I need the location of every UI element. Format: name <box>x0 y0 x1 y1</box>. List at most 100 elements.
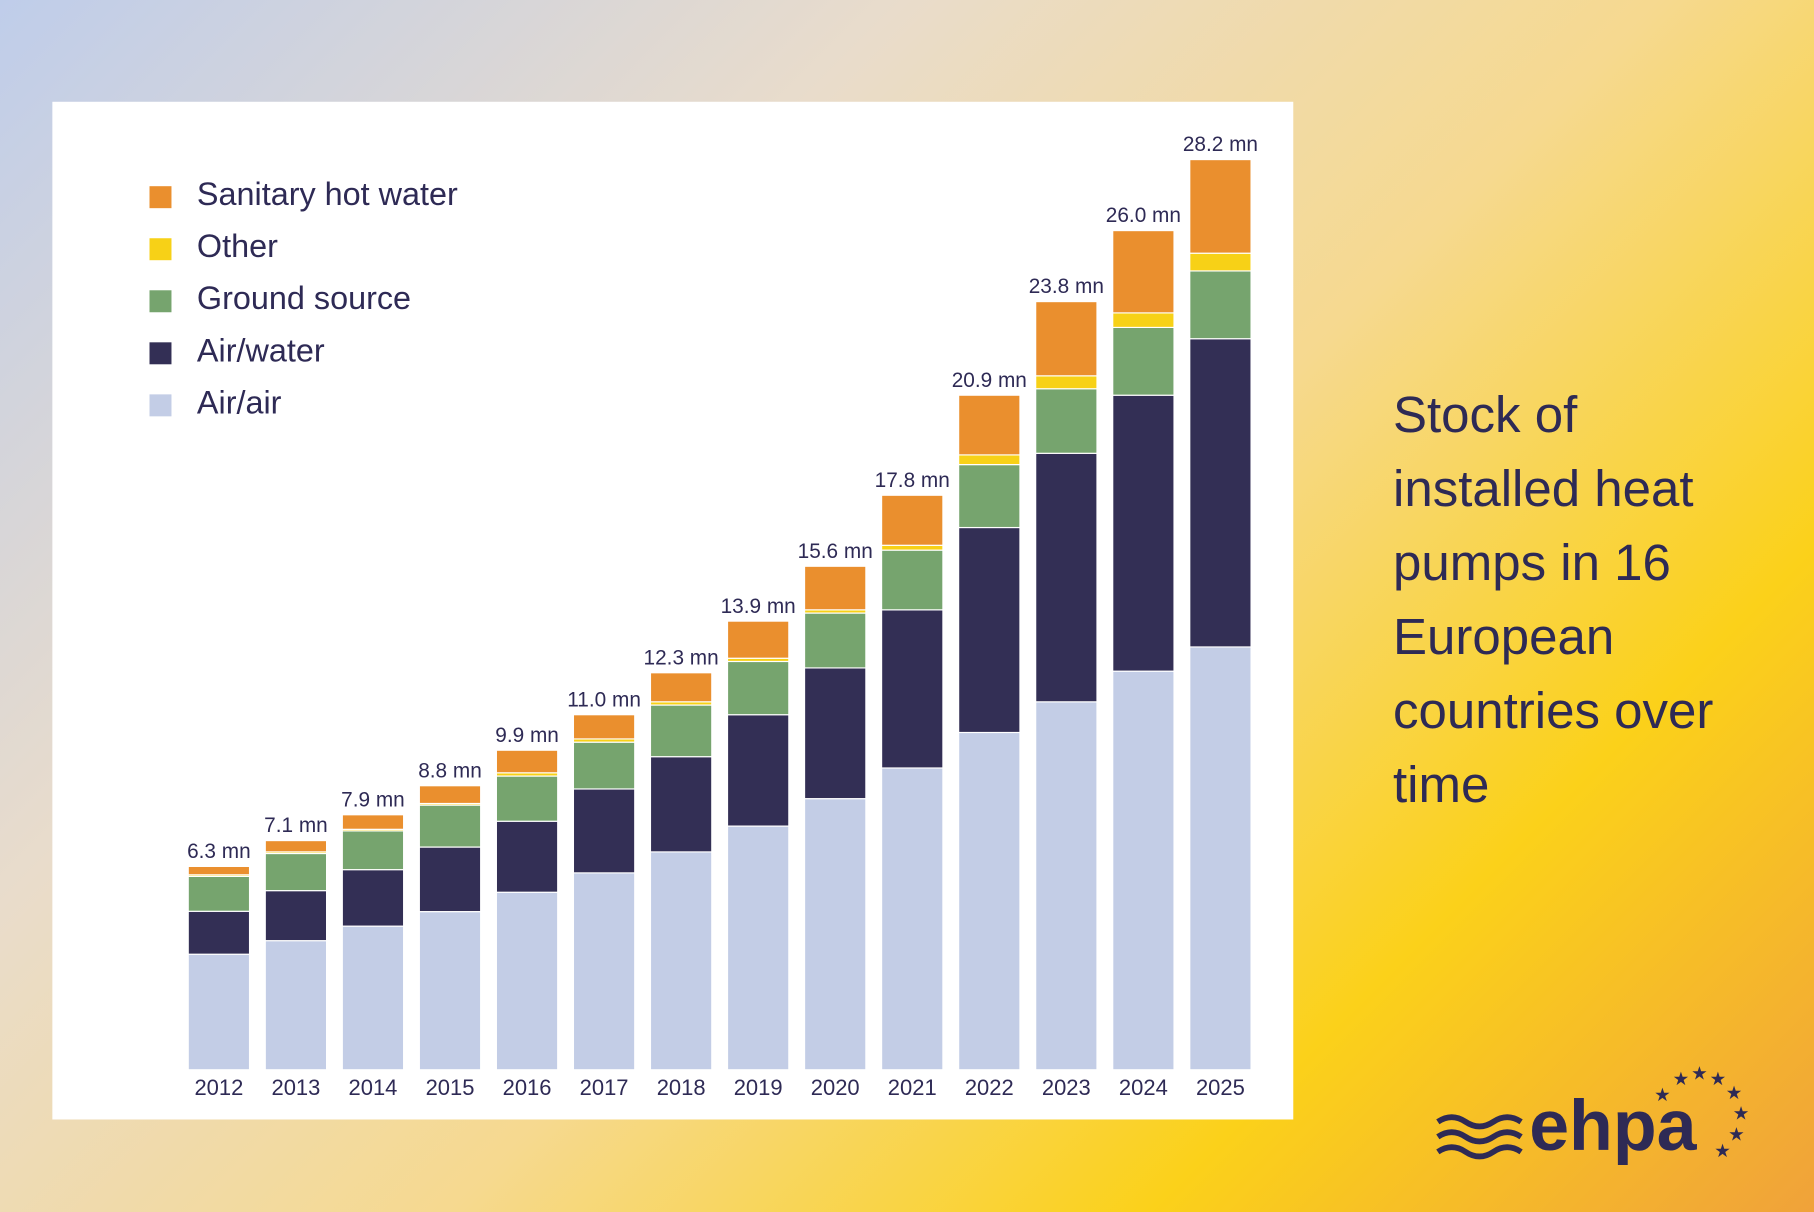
total-label: 13.9 mn <box>721 595 796 618</box>
svg-text:★: ★ <box>1673 1068 1690 1089</box>
legend-label: Air/air <box>197 384 282 420</box>
bar-segment <box>341 830 405 871</box>
bar-segment <box>1189 159 1252 254</box>
x-tick-label: 2018 <box>657 1075 706 1100</box>
x-tick-label: 2023 <box>1042 1075 1091 1100</box>
bar-segment <box>264 890 328 942</box>
logo-stars: ★★ ★ ★★★★★ <box>1654 1062 1749 1160</box>
bar-segment <box>1112 670 1175 1071</box>
bar-segment <box>881 544 944 551</box>
bar-segment <box>187 865 251 876</box>
legend-swatch <box>149 342 172 365</box>
legend-label: Other <box>197 228 278 264</box>
bar-segment <box>341 869 405 927</box>
bar-segment <box>803 565 867 611</box>
legend-swatch <box>149 186 172 209</box>
x-tick-label: 2020 <box>811 1075 860 1100</box>
bar-segment <box>726 620 790 659</box>
bar-segment <box>1189 270 1252 340</box>
total-label: 7.9 mn <box>341 788 405 811</box>
svg-text:★: ★ <box>1714 1140 1731 1161</box>
bar-segment <box>187 875 251 912</box>
bar-segment <box>649 704 713 758</box>
x-tick-label: 2016 <box>503 1075 552 1100</box>
bar-segment <box>1189 338 1252 648</box>
bar-segment <box>1112 326 1175 396</box>
svg-text:★: ★ <box>1726 1082 1743 1103</box>
svg-text:★: ★ <box>1691 1062 1708 1083</box>
total-label: 28.2 mn <box>1183 133 1258 156</box>
x-tick-label: 2013 <box>271 1075 320 1100</box>
bar-segment <box>1189 252 1252 272</box>
x-tick-label: 2019 <box>734 1075 783 1100</box>
bar-segment <box>649 672 713 703</box>
bar-segment <box>726 825 790 1071</box>
bar-segment <box>881 494 944 546</box>
x-tick-label: 2025 <box>1196 1075 1245 1100</box>
total-label: 8.8 mn <box>418 759 482 782</box>
legend-label: Sanitary hot water <box>197 176 458 212</box>
bar-segment <box>726 660 790 716</box>
legend-swatch <box>149 290 172 313</box>
bar-segment <box>803 798 867 1071</box>
bar-segment <box>1112 312 1175 329</box>
total-label: 20.9 mn <box>952 369 1027 392</box>
bar-segment <box>264 940 328 1071</box>
bar-segment <box>418 804 482 848</box>
total-label: 6.3 mn <box>187 840 251 863</box>
bar-segment <box>881 549 944 611</box>
x-tick-label: 2017 <box>580 1075 629 1100</box>
svg-text:★: ★ <box>1728 1124 1745 1145</box>
x-tick-label: 2024 <box>1119 1075 1168 1100</box>
total-label: 23.8 mn <box>1029 275 1104 298</box>
bar-segment <box>495 775 559 822</box>
total-label: 11.0 mn <box>567 688 641 711</box>
bar-segment <box>649 851 713 1071</box>
bar-segment <box>1112 394 1175 672</box>
bar-segment <box>264 840 328 853</box>
total-label: 26.0 mn <box>1106 204 1181 227</box>
bar-segment <box>1112 230 1175 314</box>
x-tick-label: 2015 <box>426 1075 475 1100</box>
bar-segment <box>803 612 867 669</box>
bar-segment <box>958 731 1021 1071</box>
x-tick-label: 2021 <box>888 1075 937 1100</box>
legend-label: Air/water <box>197 332 325 368</box>
bar-segment <box>341 925 405 1071</box>
legend-swatch <box>149 238 172 261</box>
bar-segment <box>1035 301 1098 377</box>
bar-segment <box>418 911 482 1071</box>
legend-swatch <box>149 394 172 417</box>
bar-segment <box>1035 701 1098 1071</box>
svg-text:★: ★ <box>1733 1103 1750 1124</box>
bar-segment <box>572 788 636 874</box>
x-tick-label: 2014 <box>349 1075 398 1100</box>
bar-segment <box>572 714 636 740</box>
bar-segment <box>649 756 713 853</box>
bar-segment <box>495 891 559 1071</box>
x-tick-label: 2022 <box>965 1075 1014 1100</box>
bar-segment <box>572 741 636 790</box>
svg-text:★: ★ <box>1710 1068 1727 1089</box>
bar-segment <box>418 846 482 913</box>
total-label: 7.1 mn <box>264 814 328 837</box>
bar-segment <box>495 749 559 774</box>
bar-segment <box>1035 375 1098 390</box>
bar-segment <box>418 785 482 805</box>
total-label: 17.8 mn <box>875 469 950 492</box>
total-label: 12.3 mn <box>644 646 719 669</box>
logo-waves <box>1436 1114 1523 1160</box>
legend-label: Ground source <box>197 280 411 316</box>
bar-segment <box>187 953 251 1071</box>
bar-segment <box>881 609 944 769</box>
bar-segment <box>881 767 944 1071</box>
logo: ehpa ★★ ★ ★★★★★ <box>1436 1062 1749 1166</box>
bar-segment <box>572 872 636 1071</box>
bar-segment <box>341 814 405 830</box>
x-tick-label: 2012 <box>194 1075 243 1100</box>
bar-segment <box>1189 646 1252 1071</box>
bar-segment <box>726 714 790 827</box>
chart-title: Stock of installed heat pumps in 16 Euro… <box>1393 386 1714 813</box>
